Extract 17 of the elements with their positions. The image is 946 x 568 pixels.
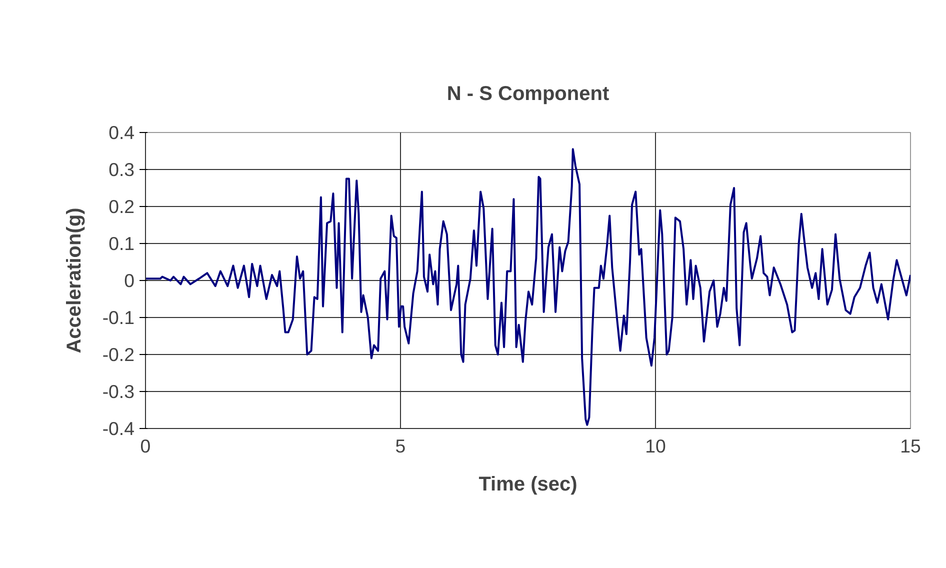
line-series xyxy=(146,148,910,426)
y-tick-label: -0.2 xyxy=(102,344,135,365)
y-tick-label: -0.3 xyxy=(102,381,135,402)
y-tick-label: 0.3 xyxy=(108,159,135,180)
x-tick-label: 0 xyxy=(140,436,151,456)
chart-title: N - S Component xyxy=(446,83,610,105)
y-tick-label: 0 xyxy=(124,270,135,291)
y-tick-label: -0.1 xyxy=(102,307,135,328)
y-tick-label: 0.4 xyxy=(108,122,135,143)
x-axis-title: Time (sec) xyxy=(478,474,578,496)
x-tick-label: 15 xyxy=(900,436,921,456)
y-tick-label: 0.2 xyxy=(108,196,135,217)
x-tick-label: 10 xyxy=(645,436,666,456)
y-tick-label: -0.4 xyxy=(102,418,135,439)
y-tick-label: 0.1 xyxy=(108,233,135,254)
x-tick-label: 5 xyxy=(395,436,406,456)
y-axis-title: Acceleration(g) xyxy=(63,208,86,354)
